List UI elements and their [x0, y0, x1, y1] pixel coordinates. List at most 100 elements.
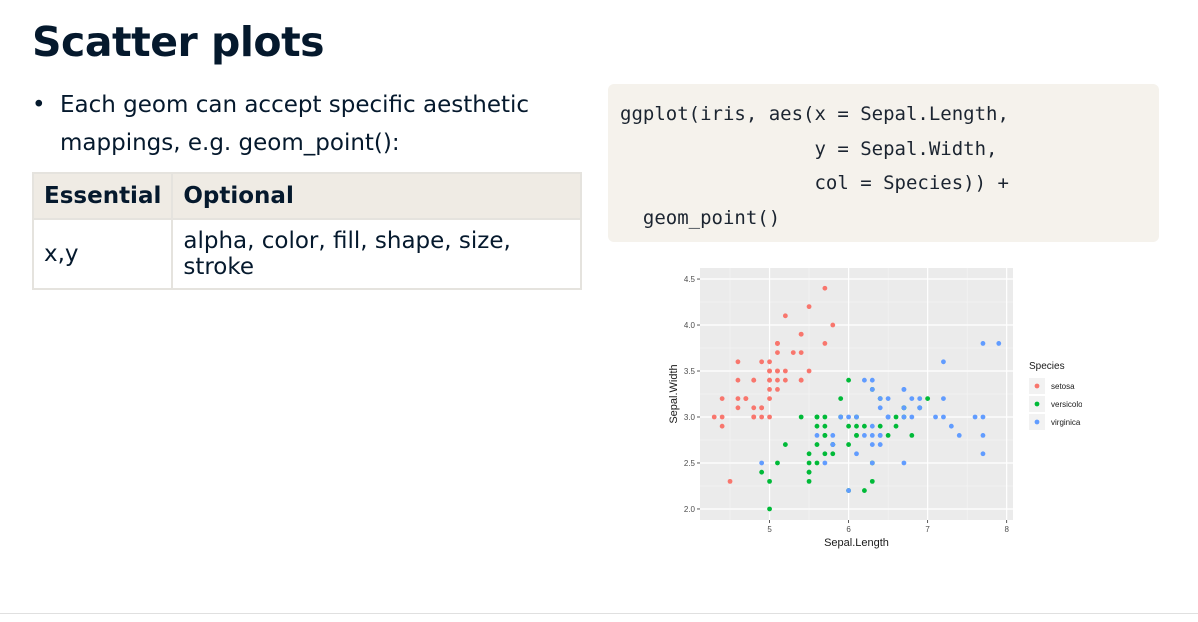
data-point-versicolor [798, 414, 804, 420]
bullet-item: Each geom can accept specific aesthetic … [32, 86, 582, 162]
data-point-setosa [806, 304, 812, 310]
legend-label: setosa [1051, 382, 1075, 391]
x-tick-label: 6 [846, 525, 851, 534]
footer-divider [0, 613, 1198, 614]
data-point-setosa [775, 341, 780, 346]
scatter-chart: 2.0 2.5 3.0 3.5 4.0 4.5 5 6 7 8 Sepal.Length Sepal.… [668, 268, 1082, 549]
data-point-setosa [782, 368, 788, 374]
data-point-virginica [972, 414, 978, 420]
data-point-virginica [869, 387, 875, 392]
data-point-virginica [901, 405, 907, 411]
y-tick-label: 4.0 [684, 321, 696, 330]
data-point-versicolor [862, 488, 867, 493]
legend-label: virginica [1051, 418, 1081, 427]
data-point-virginica [996, 341, 1002, 346]
data-point-versicolor [885, 432, 891, 438]
y-tick-label: 3.0 [684, 413, 696, 422]
legend-label: versicolor [1051, 400, 1082, 409]
data-point-setosa [830, 322, 836, 328]
data-point-setosa [767, 368, 772, 374]
data-point-virginica [869, 442, 875, 447]
data-point-virginica [917, 396, 923, 401]
data-point-versicolor [854, 423, 859, 429]
data-point-versicolor [775, 460, 780, 466]
data-point-virginica [948, 423, 954, 429]
data-point-virginica [901, 414, 907, 420]
data-point-versicolor [846, 423, 851, 429]
data-point-setosa [775, 350, 780, 356]
data-point-virginica [909, 396, 915, 401]
data-point-virginica [980, 414, 986, 420]
data-point-virginica [909, 414, 915, 420]
data-point-setosa [719, 396, 725, 401]
y-tick-label: 2.0 [684, 505, 696, 514]
header-optional: Optional [171, 172, 582, 220]
data-point-virginica [846, 414, 851, 420]
y-tick-label: 4.5 [684, 275, 696, 284]
data-point-setosa [743, 396, 749, 401]
data-point-virginica [877, 442, 883, 447]
data-point-virginica [917, 405, 923, 411]
data-point-virginica [814, 432, 820, 438]
data-point-virginica [846, 488, 851, 493]
data-point-versicolor [925, 396, 931, 401]
cell-essential: x,y [31, 218, 174, 290]
slide-title: Scatter plots [32, 18, 325, 66]
data-point-virginica [980, 451, 986, 457]
data-point-versicolor [869, 478, 875, 484]
cell-optional: alpha, color, fill, shape, size, stroke [171, 218, 582, 290]
data-point-setosa [719, 414, 725, 420]
x-axis-label: Sepal.Length [824, 537, 889, 549]
data-point-virginica [862, 377, 867, 383]
data-point-versicolor [806, 460, 812, 466]
data-point-setosa [775, 387, 780, 392]
data-point-setosa [751, 414, 757, 420]
code-block: ggplot(iris, aes(x = Sepal.Length, y = S… [608, 84, 1159, 242]
data-point-virginica [941, 359, 946, 365]
x-tick-label: 5 [767, 525, 772, 534]
data-point-virginica [869, 432, 875, 438]
data-point-versicolor [806, 451, 812, 457]
data-point-versicolor [806, 469, 812, 475]
data-point-setosa [767, 414, 772, 420]
data-point-versicolor [862, 423, 867, 429]
data-point-virginica [980, 432, 986, 438]
data-point-setosa [759, 405, 765, 411]
data-point-versicolor [767, 506, 772, 512]
data-point-versicolor [782, 442, 788, 447]
data-point-virginica [956, 432, 962, 438]
data-point-versicolor [877, 423, 883, 429]
data-point-setosa [735, 396, 741, 401]
data-point-setosa [759, 414, 765, 420]
data-point-virginica [822, 460, 828, 466]
data-point-virginica [901, 387, 907, 392]
legend-title: Species [1029, 361, 1065, 372]
data-point-setosa [822, 285, 828, 291]
data-point-virginica [941, 396, 946, 401]
data-point-virginica [830, 432, 836, 438]
data-point-versicolor [893, 414, 899, 420]
data-point-setosa [735, 377, 741, 383]
data-point-versicolor [822, 423, 828, 429]
data-point-versicolor [830, 451, 836, 457]
data-point-setosa [782, 313, 788, 319]
data-point-setosa [775, 377, 780, 383]
data-point-setosa [767, 387, 772, 392]
data-point-virginica [854, 451, 859, 457]
data-point-virginica [885, 414, 891, 420]
data-point-setosa [719, 423, 725, 429]
data-point-versicolor [822, 432, 828, 438]
data-point-versicolor [846, 377, 851, 383]
data-point-versicolor [838, 396, 844, 401]
data-point-versicolor [814, 460, 820, 466]
data-point-setosa [767, 359, 772, 365]
legend-marker-setosa [1034, 383, 1040, 389]
data-point-setosa [767, 396, 772, 401]
data-point-virginica [941, 414, 946, 420]
y-tick-label: 3.5 [684, 367, 696, 376]
data-point-virginica [933, 414, 938, 420]
data-point-versicolor [822, 451, 828, 457]
x-tick-label: 7 [925, 525, 930, 534]
data-point-setosa [775, 368, 780, 374]
bullet-list: Each geom can accept specific aesthetic … [32, 86, 582, 162]
